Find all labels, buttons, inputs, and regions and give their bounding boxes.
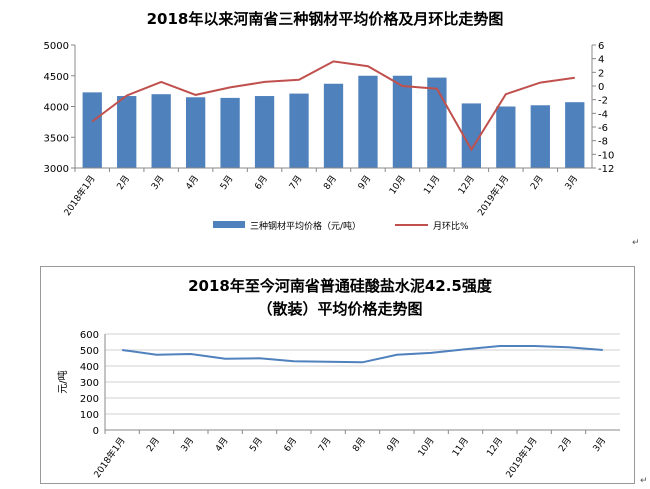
y-axis-tick-label: 400 [80, 362, 99, 373]
x-axis-tick-label: 9月 [385, 435, 402, 453]
bar [461, 103, 482, 168]
y-axis-label: 元/吨 [56, 370, 69, 393]
bar [151, 94, 171, 168]
x-axis-tick-label: 12月 [456, 173, 477, 196]
x-axis-tick-label: 11月 [422, 173, 443, 196]
x-axis-tick-label: 4月 [213, 435, 230, 453]
y-axis-tick-label: 300 [80, 378, 99, 389]
x-axis-tick-label: 6月 [253, 173, 270, 191]
x-axis-tick-label: 10月 [387, 173, 408, 196]
right-axis-tick-label: 6 [598, 41, 604, 52]
x-axis-tick-label: 2月 [144, 435, 161, 453]
chart-subtitle: （散装）平均价格走势图 [257, 300, 422, 318]
bar [117, 96, 137, 168]
x-axis-tick-label: 12月 [485, 435, 506, 458]
left-axis-tick-label: 3500 [44, 133, 69, 144]
y-axis-tick-label: 500 [80, 346, 99, 357]
x-axis-tick-label: 7月 [287, 173, 304, 191]
x-axis-tick-label: 5月 [247, 435, 264, 453]
right-axis-tick-label: -6 [598, 123, 608, 134]
right-axis-tick-label: 2 [598, 68, 604, 79]
right-axis-tick-label: -2 [598, 96, 608, 107]
y-axis-tick-label: 200 [80, 394, 99, 405]
bar [289, 93, 309, 168]
legend-entry: 月环比% [433, 220, 469, 232]
series-line [122, 345, 603, 364]
right-axis-tick-label: -10 [598, 150, 614, 161]
x-axis-tick-label: 3月 [149, 173, 166, 191]
x-axis-tick-label: 5月 [218, 173, 235, 191]
cement-chart-frame [40, 266, 635, 484]
bar [82, 92, 102, 168]
x-axis-tick-label: 2018年1月 [91, 435, 128, 480]
x-axis-tick-label: 3月 [563, 173, 580, 191]
left-axis-tick-label: 4000 [44, 103, 69, 114]
x-axis-tick-label: 8月 [321, 173, 338, 191]
bar [565, 102, 585, 168]
x-axis-tick-label: 6月 [282, 435, 299, 453]
right-axis-tick-label: 4 [598, 55, 604, 66]
cement-price-chart: 2018年至今河南省普通硅酸盐水泥42.5强度 （散装）平均价格走势图 0 100 20… [56, 277, 620, 480]
left-axis-tick-label: 5000 [44, 41, 69, 52]
chart-title: 2018年以来河南省三种钢材平均价格及月环比走势图 [147, 10, 504, 28]
y-axis-tick-label: 600 [80, 330, 99, 341]
left-axis-tick-label: 3000 [44, 164, 69, 175]
x-axis-tick-label: 7月 [316, 435, 333, 453]
steel-price-chart: 2018年以来河南省三种钢材平均价格及月环比走势图300035004000450… [44, 10, 615, 232]
bar [496, 106, 516, 168]
x-axis-tick-label: 2月 [556, 435, 573, 453]
bar [254, 96, 275, 168]
bar [220, 97, 240, 168]
chart-title: 2018年至今河南省普通硅酸盐水泥42.5强度 [188, 277, 493, 295]
x-axis-tick-label: 9月 [356, 173, 373, 191]
bar [185, 97, 206, 168]
x-axis-tick-label: 2月 [115, 173, 132, 191]
x-axis-tick-label: 2019年1月 [503, 435, 540, 480]
series-line [91, 60, 575, 152]
bar [323, 83, 344, 168]
x-axis-tick-label: 2018年1月 [61, 173, 98, 218]
bar [427, 77, 447, 168]
right-axis-tick-label: -12 [598, 164, 614, 175]
x-axis-tick-label: 10月 [416, 435, 437, 458]
right-axis-tick-label: -4 [598, 109, 608, 120]
x-axis-tick-label: 8月 [350, 435, 367, 453]
paragraph-mark: ↵ [632, 238, 640, 248]
right-axis-tick-label: 0 [598, 82, 604, 93]
x-axis-tick-label: 2月 [528, 173, 545, 191]
legend-swatch [213, 221, 245, 228]
x-axis-tick-label: 11月 [450, 435, 471, 458]
bar [392, 75, 413, 168]
left-axis-tick-label: 4500 [44, 72, 69, 83]
legend-entry: 三种钢材平均价格（元/吨） [250, 220, 361, 232]
bar [358, 75, 378, 168]
x-axis-tick-label: 3月 [179, 435, 196, 453]
y-axis-tick-label: 0 [93, 426, 99, 437]
right-axis-tick-label: -8 [598, 137, 608, 148]
x-axis-tick-label: 4月 [184, 173, 201, 191]
bar [530, 105, 550, 168]
x-axis-tick-label: 3月 [591, 435, 608, 453]
paragraph-mark: ↵ [640, 476, 648, 486]
y-axis-tick-label: 100 [80, 410, 99, 421]
x-axis-tick-label: 2019年1月 [475, 173, 512, 218]
